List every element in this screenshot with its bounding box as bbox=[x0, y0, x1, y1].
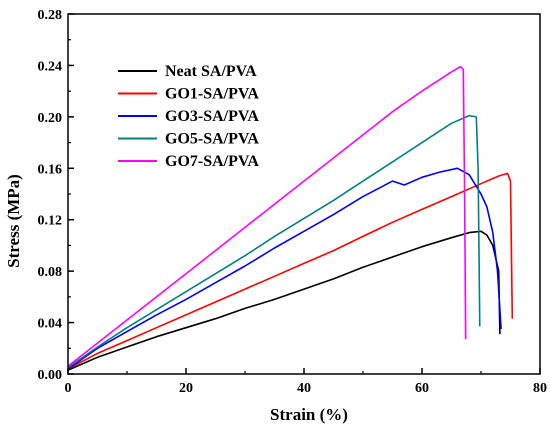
y-axis-title: Stress (MPa) bbox=[4, 174, 23, 268]
x-axis-title: Strain (%) bbox=[270, 405, 348, 424]
x-tick-label: 40 bbox=[297, 381, 311, 396]
series-line-go1-sa-pva bbox=[68, 172, 514, 370]
series-line-go5-sa-pva bbox=[68, 114, 481, 369]
legend-label: GO1-SA/PVA bbox=[165, 86, 259, 103]
x-tick-label: 20 bbox=[179, 381, 193, 396]
legend-label: Neat SA/PVA bbox=[165, 63, 257, 80]
y-tick-label: 0.16 bbox=[38, 162, 63, 177]
x-tick-label: 0 bbox=[65, 381, 72, 396]
x-tick-label: 60 bbox=[415, 381, 429, 396]
x-tick-label: 80 bbox=[533, 381, 547, 396]
series-layer bbox=[68, 65, 514, 371]
y-tick-label: 0.08 bbox=[38, 265, 63, 280]
y-tick-label: 0.28 bbox=[38, 8, 63, 23]
y-tick-label: 0.12 bbox=[38, 214, 63, 229]
legend-label: GO3-SA/PVA bbox=[165, 108, 259, 125]
legend-label: GO7-SA/PVA bbox=[165, 153, 259, 170]
legend: Neat SA/PVA GO1-SA/PVA GO3-SA/PVA GO5-SA/PV… bbox=[118, 63, 259, 170]
y-tick-label: 0.24 bbox=[38, 59, 63, 74]
series-line-neat-sa-pva bbox=[68, 230, 501, 371]
y-tick-label: 0.04 bbox=[38, 317, 63, 332]
legend-label: GO5-SA/PVA bbox=[165, 131, 259, 148]
y-tick-label: 0.20 bbox=[38, 111, 63, 126]
series-line-go3-sa-pva bbox=[68, 167, 502, 370]
ticks-layer: 0 20 40 60 80 0.00 0.04 0.08 0.12 0.16 0.20 0.24 0.2… bbox=[38, 8, 548, 396]
y-tick-label: 0.00 bbox=[38, 368, 63, 383]
series-line-go7-sa-pva bbox=[68, 65, 467, 367]
